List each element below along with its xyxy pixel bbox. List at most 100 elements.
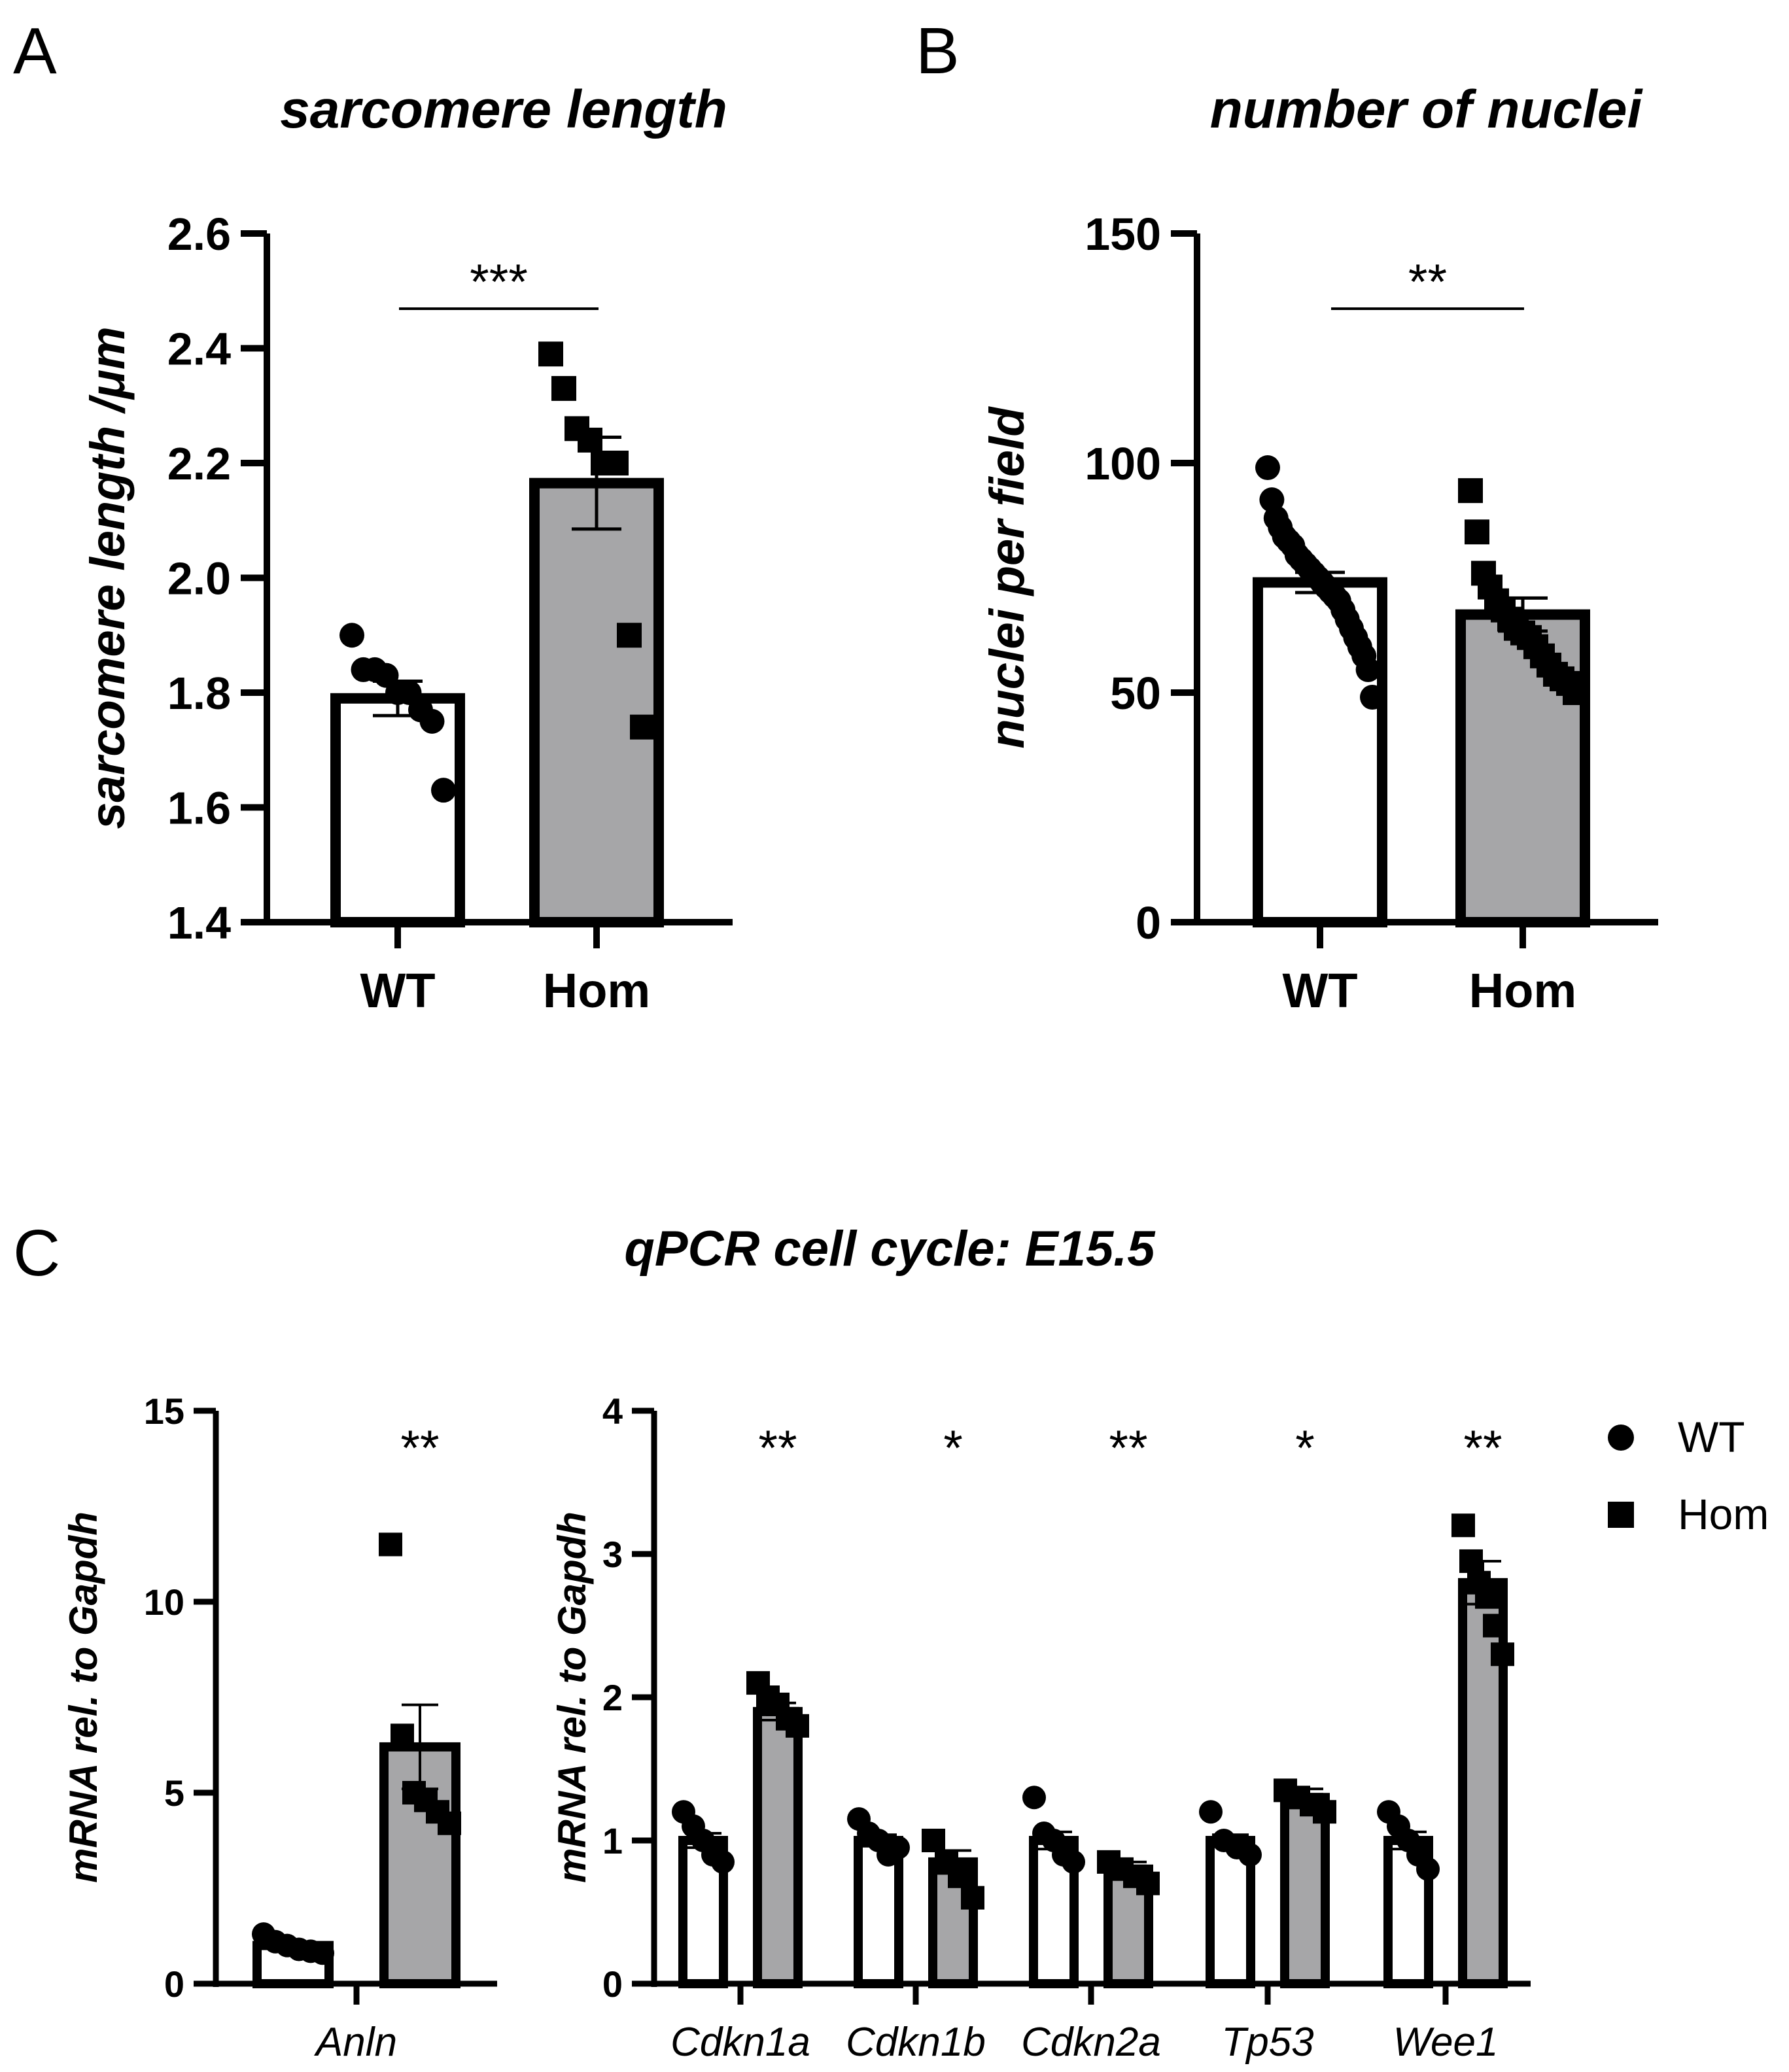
error-bar-cdkn2a-hom xyxy=(1110,1860,1147,1878)
bar-wt xyxy=(330,693,465,928)
error-bar-wee1-hom xyxy=(1465,1559,1501,1606)
point-wt xyxy=(339,623,364,648)
y-tick-label: 2 xyxy=(602,1677,623,1718)
significance-label-cdkn1a: ** xyxy=(758,1421,797,1476)
bar-hom xyxy=(1455,609,1590,927)
y-tick-label: 0 xyxy=(164,1963,184,2005)
x-tick-label-wee1: Wee1 xyxy=(1393,2020,1499,2065)
y-tick-label: 4 xyxy=(602,1390,623,1432)
y-tick-label: 15 xyxy=(144,1390,184,1432)
legend-marker-hom xyxy=(1608,1502,1634,1528)
error-bar-hom xyxy=(1498,596,1548,633)
y-tick-label: 1.4 xyxy=(167,897,231,948)
y-tick-label: 2.6 xyxy=(167,209,231,260)
panel-C2: mRNA rel. to Gapdh 0 1 2 3 4 Cdkn1a ** Cdkn1b * Cd… xyxy=(550,1390,1531,2065)
panel-label-C: C xyxy=(13,1217,60,1290)
bar-hom xyxy=(529,477,664,927)
point-hom xyxy=(578,427,602,453)
point-wt xyxy=(419,708,445,734)
point-hom xyxy=(1465,519,1489,545)
significance-label-wee1: ** xyxy=(1463,1421,1502,1476)
chart-title: sarcomere length xyxy=(280,80,727,139)
error-bar-wt xyxy=(373,679,423,717)
point-cdkn1b-wt xyxy=(886,1835,910,1859)
point-hom xyxy=(538,341,563,367)
point-tp53-wt xyxy=(1199,1800,1223,1824)
point-anln-wt xyxy=(311,1941,334,1965)
error-bar-tp53-hom xyxy=(1287,1787,1323,1808)
legend-marker-wt xyxy=(1608,1424,1634,1451)
x-tick-label-cdkn1b: Cdkn1b xyxy=(846,2020,986,2065)
y-tick-label: 1.8 xyxy=(167,668,231,719)
point-hom xyxy=(1563,680,1588,705)
y-axis-label-gene: Gapdh xyxy=(550,1511,594,1636)
y-tick-label: 0 xyxy=(602,1963,623,2005)
bar-tp53-hom xyxy=(1280,1793,1330,1989)
point-wee1-wt xyxy=(1416,1857,1440,1881)
error-bar-cdkn1a-wt xyxy=(685,1832,721,1849)
y-tick-label: 5 xyxy=(164,1772,184,1814)
y-tick-label: 1 xyxy=(602,1820,623,1861)
error-bar-anln-hom xyxy=(402,1703,438,1791)
point-cdkn1a-wt xyxy=(711,1850,735,1874)
point-wt xyxy=(1255,455,1280,481)
x-tick-label-tp53: Tp53 xyxy=(1221,2020,1313,2065)
error-bar-cdkn1b-wt xyxy=(860,1833,897,1848)
significance-label: *** xyxy=(470,254,528,310)
point-hom xyxy=(604,451,629,475)
point-cdkn2a-wt xyxy=(1022,1786,1046,1810)
error-bar-tp53-wt xyxy=(1212,1833,1249,1848)
x-tick-label-cdkn2a: Cdkn2a xyxy=(1021,2020,1161,2065)
point-wee1-hom xyxy=(1451,1513,1475,1538)
y-tick-label: 2.4 xyxy=(167,324,231,375)
point-tp53-hom xyxy=(1313,1800,1336,1824)
error-bar-wee1-wt xyxy=(1390,1830,1427,1851)
point-cdkn1b-hom xyxy=(948,1864,971,1888)
y-tick-label: 3 xyxy=(602,1534,623,1575)
y-tick-label: 0 xyxy=(1136,897,1161,948)
point-wt xyxy=(1360,685,1385,710)
point-anln-hom xyxy=(438,1811,461,1835)
y-tick-label: 150 xyxy=(1085,209,1161,260)
significance-label-anln: ** xyxy=(400,1421,439,1476)
panel-c-title: qPCR cell cycle: E15.5 xyxy=(624,1221,1156,1277)
point-hom xyxy=(630,714,655,740)
point-cdkn2a-wt xyxy=(1062,1850,1085,1874)
y-axis-label-gene: Gapdh xyxy=(61,1511,105,1636)
point-hom xyxy=(617,623,642,648)
y-axis-label: nuclei per field xyxy=(980,406,1034,749)
y-tick-label: 100 xyxy=(1085,438,1161,489)
y-axis-label: mRNA rel. to Gapdh xyxy=(550,1511,594,1883)
point-wee1-hom xyxy=(1483,1614,1506,1638)
point-hom xyxy=(1458,478,1483,504)
x-tick-label-anln: Anln xyxy=(313,2020,397,2065)
point-anln-hom xyxy=(391,1723,414,1748)
significance-label-cdkn1b: * xyxy=(943,1421,963,1476)
point-cdkn1a-hom xyxy=(786,1714,809,1738)
error-bar-cdkn2a-wt xyxy=(1035,1830,1072,1851)
error-bar-cdkn1b-hom xyxy=(935,1849,971,1875)
y-axis-label-text: mRNA rel. to xyxy=(550,1636,594,1883)
y-axis-label: sarcomere length /μm xyxy=(80,326,135,829)
x-tick-label-wt: WT xyxy=(1282,963,1357,1018)
legend-label-hom: Hom xyxy=(1678,1490,1769,1538)
y-tick-label: 1.6 xyxy=(167,783,231,834)
point-cdkn1b-hom xyxy=(922,1829,945,1852)
point-wt xyxy=(431,778,456,803)
point-cdkn1b-hom xyxy=(961,1886,984,1910)
error-bar-cdkn1a-hom xyxy=(759,1701,796,1722)
x-tick-label-hom: Hom xyxy=(543,963,650,1018)
y-tick-label: 50 xyxy=(1110,668,1161,719)
y-tick-label: 2.0 xyxy=(167,553,231,604)
y-tick-label: 10 xyxy=(144,1581,184,1623)
chart-title: number of nuclei xyxy=(1210,80,1644,139)
error-bar-anln-wt xyxy=(275,1940,311,1951)
error-bar-wt xyxy=(1295,570,1345,595)
x-tick-label-wt: WT xyxy=(360,963,435,1018)
panel-label-B: B xyxy=(916,14,960,88)
significance-label-tp53: * xyxy=(1295,1421,1315,1476)
significance-label-cdkn2a: ** xyxy=(1109,1421,1147,1476)
point-wee1-hom xyxy=(1491,1642,1514,1666)
